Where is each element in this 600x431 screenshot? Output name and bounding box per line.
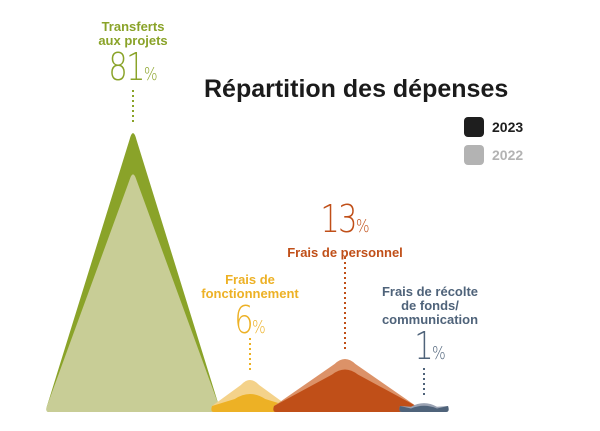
mountain-2023 <box>273 369 417 412</box>
legend-label-2023: 2023 <box>492 119 524 135</box>
label-recolte: Frais de récolte de fonds/communication 1… <box>365 285 495 373</box>
legend-swatch-2023 <box>464 117 484 137</box>
legend-item-2023: 2023 <box>464 117 523 137</box>
chart-title: Répartition des dépenses <box>204 75 509 103</box>
label-fonctionnement: Frais de fonctionnement 6% <box>190 273 310 347</box>
mountain-2022 <box>46 174 220 412</box>
label-transferts: Transferts aux projets 81% <box>63 20 203 94</box>
mountain-2023 <box>399 405 449 412</box>
category-label: Frais de récolte de fonds/communication <box>381 284 479 327</box>
data-label-pct: 81% <box>108 45 158 89</box>
category-label: Frais de personnel <box>287 245 403 260</box>
category-label: Frais de fonctionnement <box>201 272 299 301</box>
category-label: Transferts aux projets <box>98 19 168 48</box>
mountain-2023 <box>211 394 289 412</box>
data-label-pct: 13% <box>320 197 370 241</box>
legend-label-2022: 2022 <box>492 147 524 163</box>
label-personnel: 13% Frais de personnel <box>265 200 425 260</box>
data-label-pct: 6% <box>234 298 266 342</box>
data-label-pct: 1% <box>414 324 446 368</box>
legend-swatch-2022 <box>464 145 484 165</box>
legend-item-2022: 2022 <box>464 145 523 165</box>
